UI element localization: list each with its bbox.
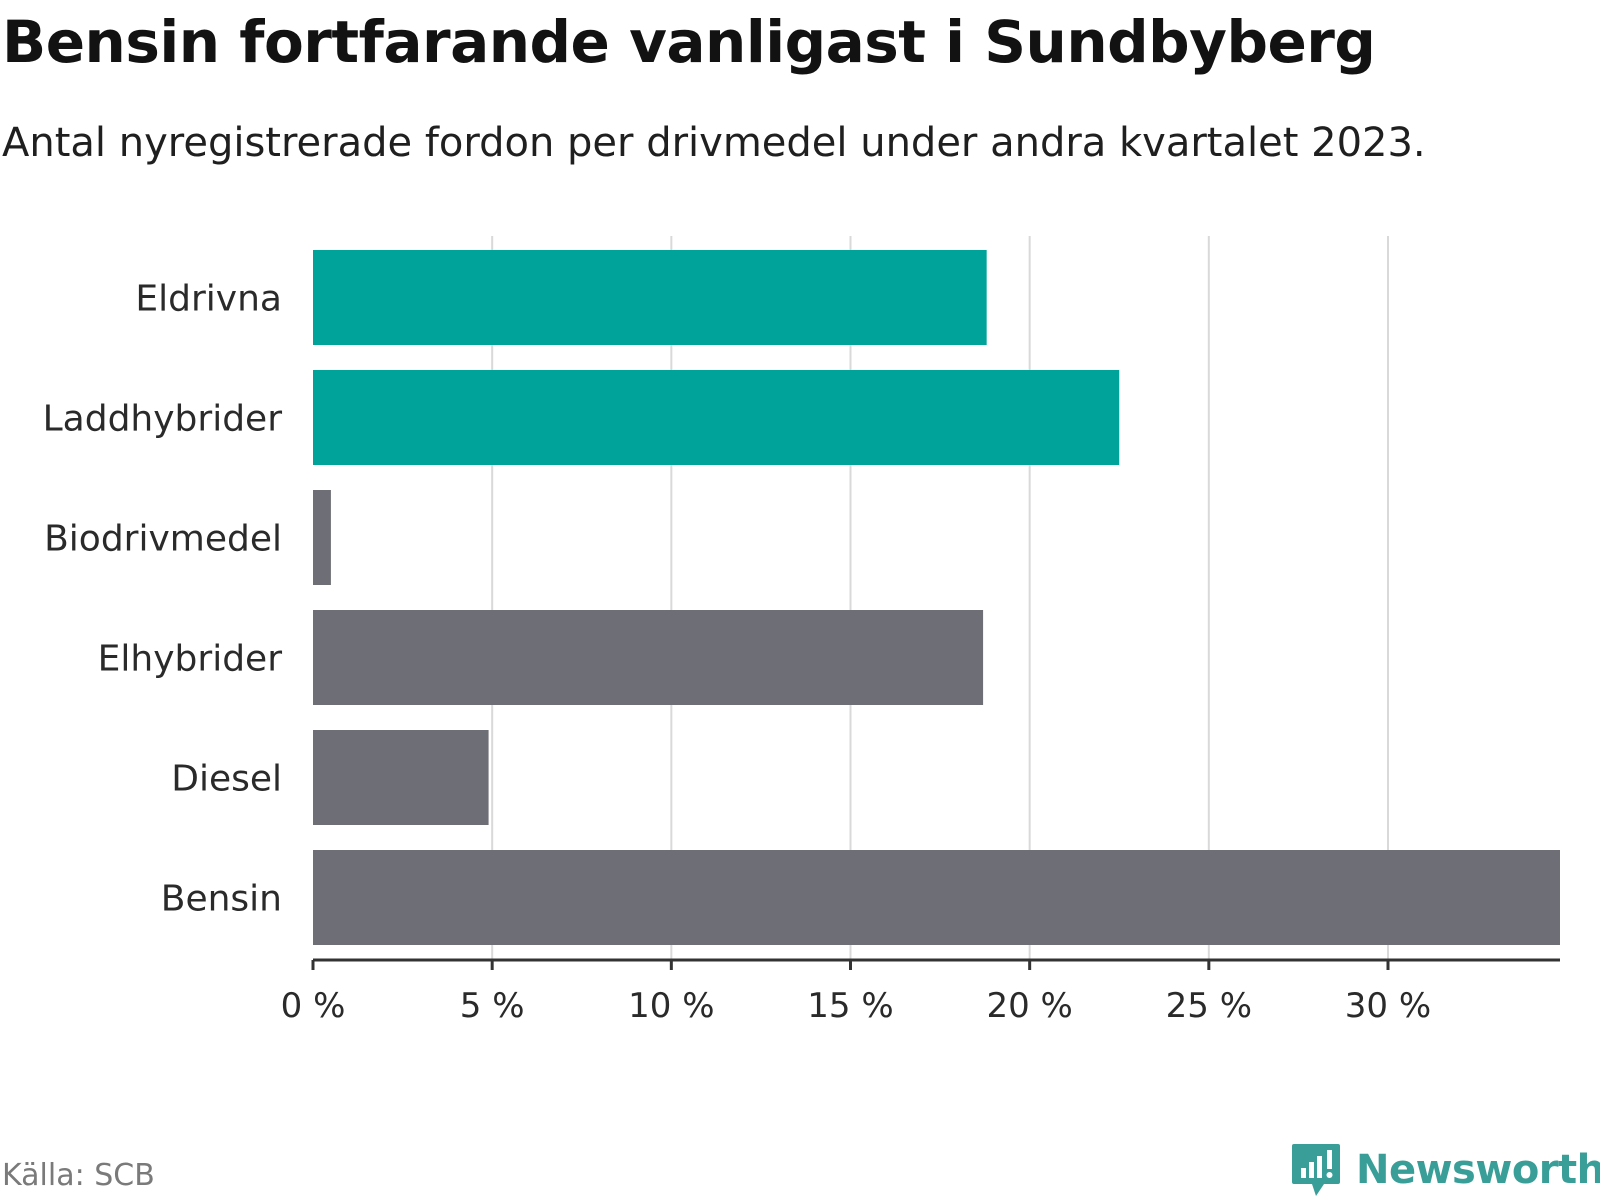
source-note: Källa: SCB bbox=[2, 1158, 155, 1193]
category-label: Bensin bbox=[161, 879, 282, 920]
bar bbox=[313, 490, 331, 585]
category-label: Diesel bbox=[171, 759, 282, 800]
category-label: Biodrivmedel bbox=[44, 519, 282, 560]
bar bbox=[313, 250, 987, 345]
x-axis: 0 % 5 % 10 % 15 % 20 % 25 % 30 % bbox=[281, 958, 1560, 1020]
category-label: Eldrivna bbox=[135, 279, 282, 320]
bar bbox=[313, 730, 489, 825]
chart-title: Bensin fortfarande vanligast i Sundbyber… bbox=[2, 8, 1376, 76]
category-label: Elhybrider bbox=[98, 639, 283, 680]
bars bbox=[313, 250, 1560, 945]
category-label: Laddhybrider bbox=[43, 399, 283, 440]
category-labels: Eldrivna Laddhybrider Biodrivmedel Elhybrid… bbox=[43, 279, 283, 920]
x-tick-label: 25 % bbox=[1166, 986, 1252, 1020]
bar bbox=[313, 610, 984, 705]
chart-subtitle: Antal nyregistrerade fordon per drivmede… bbox=[2, 120, 1426, 166]
bar bbox=[313, 850, 1560, 945]
x-tick-label: 5 % bbox=[460, 986, 525, 1020]
x-tick-label: 15 % bbox=[807, 986, 893, 1020]
bar bbox=[313, 370, 1120, 465]
bar-chart-speech-bubble-icon bbox=[1292, 1144, 1340, 1196]
x-tick-label: 10 % bbox=[628, 986, 714, 1020]
x-tick-label: 30 % bbox=[1345, 986, 1431, 1020]
brand-logo: Newsworthy bbox=[1290, 1140, 1600, 1200]
gridlines bbox=[491, 236, 1389, 960]
x-tick-label: 20 % bbox=[986, 986, 1072, 1020]
bar-chart: 0 % 5 % 10 % 15 % 20 % 25 % 30 % Eldrivna Laddh… bbox=[43, 236, 1560, 1020]
brand-name: Newsworthy bbox=[1356, 1147, 1600, 1193]
x-tick-label: 0 % bbox=[281, 986, 346, 1020]
